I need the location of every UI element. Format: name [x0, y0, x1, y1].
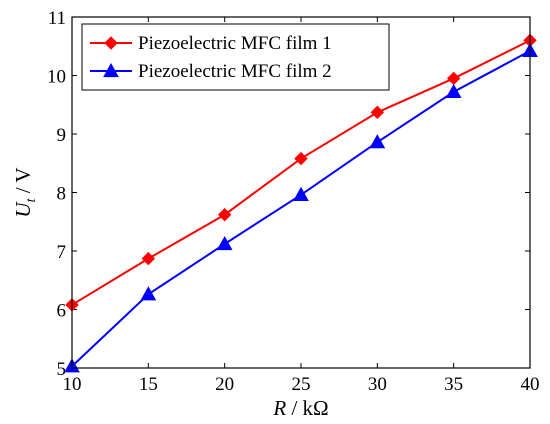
y-tick-label: 5 [57, 359, 67, 380]
y-axis-label-unit: / V [11, 167, 35, 198]
series-1-point [294, 151, 308, 166]
x-tick-label: 40 [521, 374, 540, 395]
legend-item-1: Piezoelectric MFC film 1 [90, 33, 332, 54]
legend-label: Piezoelectric MFC film 1 [138, 33, 332, 54]
x-axis-label-unit: / kΩ [286, 396, 328, 420]
y-tick-label: 7 [57, 242, 67, 263]
series-layer [64, 33, 538, 373]
series-2-point [445, 83, 462, 98]
y-tick-label: 9 [57, 125, 67, 146]
series-2-point [140, 286, 157, 301]
legend: Piezoelectric MFC film 1 Piezoelectric MF… [81, 23, 390, 91]
x-tick-label: 20 [215, 374, 234, 395]
y-tick-label: 8 [57, 184, 67, 205]
series-1-point [141, 251, 156, 266]
y-axis-ticks: 5 6 7 8 9 10 11 [47, 8, 530, 380]
legend-label: Piezoelectric MFC film 2 [138, 61, 332, 82]
series-1-point [370, 105, 385, 120]
x-axis-label-var: R [272, 396, 286, 420]
y-axis-label-subscript: t [24, 197, 39, 202]
y-axis-label-var: U [11, 201, 35, 218]
x-tick-label: 30 [368, 374, 387, 395]
legend-box [81, 23, 390, 91]
series-1-point [217, 208, 232, 222]
x-tick-label: 10 [63, 374, 82, 395]
plot-frame [71, 16, 531, 369]
x-tick-label: 35 [444, 374, 463, 395]
legend-swatch-marker [103, 62, 119, 78]
y-axis-label: Ut / V [11, 167, 39, 217]
y-tick-label: 10 [47, 67, 66, 88]
y-tick-label: 6 [57, 301, 67, 322]
legend-swatch-marker [104, 36, 118, 50]
series-2-point [369, 134, 386, 149]
series-2 [64, 42, 538, 373]
series-2-line [71, 50, 531, 367]
legend-item-2: Piezoelectric MFC film 2 [90, 61, 332, 82]
x-axis-label: R / kΩ [272, 396, 328, 420]
series-2-point [293, 186, 309, 201]
y-tick-label: 11 [48, 8, 66, 29]
series-2-point [216, 235, 233, 251]
series-1-point [446, 71, 461, 86]
x-tick-label: 15 [139, 374, 158, 395]
x-tick-label: 25 [292, 374, 311, 395]
